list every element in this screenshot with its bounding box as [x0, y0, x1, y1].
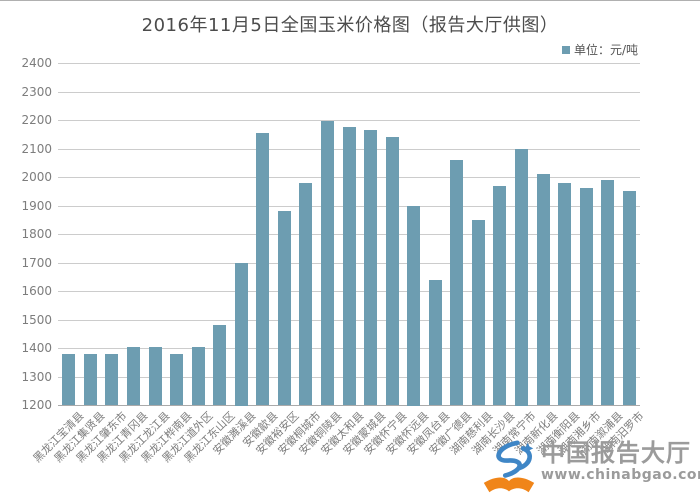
bar	[493, 186, 506, 405]
bar	[105, 354, 118, 405]
y-axis-tick-label: 1700	[21, 256, 52, 270]
bar	[386, 137, 399, 405]
y-axis-tick-label: 2200	[21, 113, 52, 127]
y-axis-tick-label: 1200	[21, 398, 52, 412]
bar	[580, 188, 593, 405]
y-axis-tick-label: 1400	[21, 341, 52, 355]
bar	[235, 263, 248, 406]
chinabgao-logo-icon	[483, 440, 535, 493]
y-axis-tick-label: 2000	[21, 170, 52, 184]
legend: 单位：元/吨	[562, 41, 638, 58]
bar	[343, 127, 356, 405]
bar	[299, 183, 312, 405]
bar	[278, 211, 291, 405]
gridline	[58, 405, 640, 406]
bar	[170, 354, 183, 405]
y-axis-tick-label: 1800	[21, 227, 52, 241]
bar	[213, 325, 226, 405]
bar	[515, 149, 528, 406]
legend-label: 单位：元/吨	[574, 43, 639, 57]
y-axis-tick-label: 2300	[21, 85, 52, 99]
bar	[407, 206, 420, 406]
bar	[450, 160, 463, 405]
bar	[472, 220, 485, 405]
watermark-url: www.chinabgao.com	[541, 467, 700, 483]
watermark-text: 中国报告大厅 www.chinabgao.com	[541, 439, 700, 484]
y-axis-tick-label: 1500	[21, 313, 52, 327]
gridline	[58, 63, 640, 64]
bar	[558, 183, 571, 405]
bar	[623, 191, 636, 405]
bar	[84, 354, 97, 405]
legend-marker-icon	[562, 45, 570, 54]
bar	[601, 180, 614, 405]
bar	[364, 130, 377, 405]
bar	[429, 280, 442, 405]
bar	[127, 347, 140, 405]
chart-title: 2016年11月5日全国玉米价格图（报告大厅供图）	[141, 15, 559, 36]
bar	[321, 121, 334, 405]
bar	[62, 354, 75, 405]
y-axis-tick-label: 1900	[21, 199, 52, 213]
y-axis-tick-label: 2100	[21, 142, 52, 156]
watermark-brand: 中国报告大厅	[541, 439, 691, 467]
y-axis-tick-label: 1600	[21, 284, 52, 298]
bar	[256, 133, 269, 405]
watermark: 中国报告大厅 www.chinabgao.com	[481, 440, 700, 496]
y-axis-tick-label: 1300	[21, 370, 52, 384]
bar	[192, 347, 205, 405]
gridline	[58, 120, 640, 121]
y-axis-tick-label: 2400	[21, 56, 52, 70]
gridline	[58, 92, 640, 93]
bar	[537, 174, 550, 405]
bar	[149, 347, 162, 405]
